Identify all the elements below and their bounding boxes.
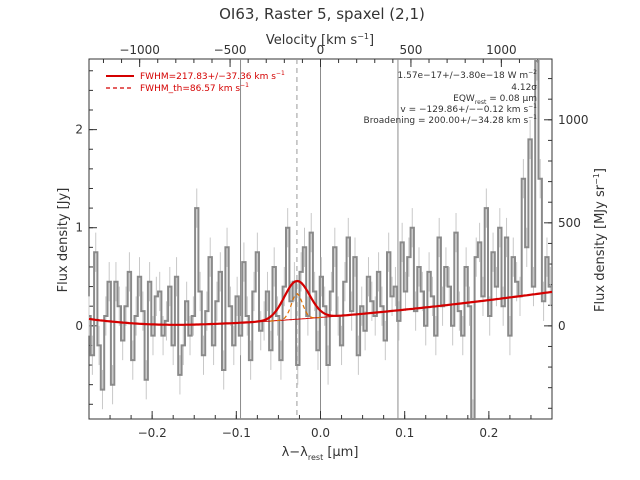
top-tick-label: 0 (317, 43, 325, 57)
line-component-series (269, 293, 323, 322)
annotation-sigma: 4.12σ (511, 83, 537, 93)
y-axis-label-right: Flux density [MJy sr−1] (592, 168, 608, 312)
y-tick-label: 2 (75, 123, 83, 137)
top-tick-label: 1000 (486, 43, 517, 57)
x-tick-label: 0.0 (311, 426, 330, 440)
chart-title: OI63, Raster 5, spaxel (2,1) (219, 5, 425, 23)
y-tick-label: 0 (75, 319, 83, 333)
top-tick-label: −1000 (119, 43, 160, 57)
top-tick-label: 500 (399, 43, 422, 57)
right-axis-ticks: 0 500 1000 (544, 78, 589, 409)
fit-series (88, 279, 553, 326)
y-tick-label: 1 (75, 221, 83, 235)
top-tick-label: −500 (214, 43, 247, 57)
legend-label-fwhm-th: FWHM_th=86.57 km s−1 (140, 82, 249, 94)
right-tick-label: 0 (558, 319, 566, 333)
right-tick-label: 500 (558, 216, 581, 230)
top-axis-label: Velocity [km s−1] (266, 32, 374, 48)
spectrum-series (89, 60, 552, 420)
legend-label-fwhm: FWHM=217.83+/−37.36 km s−1 (140, 70, 285, 82)
reference-lines (240, 59, 399, 419)
x-axis-label: λ−λrest [μm] (282, 445, 359, 462)
annotation-flux: 1.57e−17+/−3.80e−18 W m−2 (398, 69, 538, 81)
fit-annotations: 1.57e−17+/−3.80e−18 W m−2 4.12σ EQWrest … (364, 69, 538, 126)
x-tick-label: −0.2 (138, 426, 167, 440)
x-tick-label: −0.1 (222, 426, 251, 440)
top-axis-ticks: −1000 −500 0 500 1000 (102, 43, 539, 67)
x-axis-ticks: −0.2 −0.1 0.0 0.1 0.2 (109, 411, 532, 440)
x-tick-label: 0.1 (395, 426, 414, 440)
annotation-velocity: v = −129.86+/−−0.12 km s−1 (400, 103, 537, 115)
x-tick-label: 0.2 (479, 426, 498, 440)
right-tick-label: 1000 (558, 113, 589, 127)
annotation-broadening: Broadening = 200.00+/−34.28 km s−1 (364, 114, 538, 126)
y-axis-label-left: Flux density [Jy] (56, 188, 71, 293)
annotation-eqw: EQWrest = 0.08 μm (453, 94, 537, 106)
legend: FWHM=217.83+/−37.36 km s−1 FWHM_th=86.57… (106, 70, 285, 94)
